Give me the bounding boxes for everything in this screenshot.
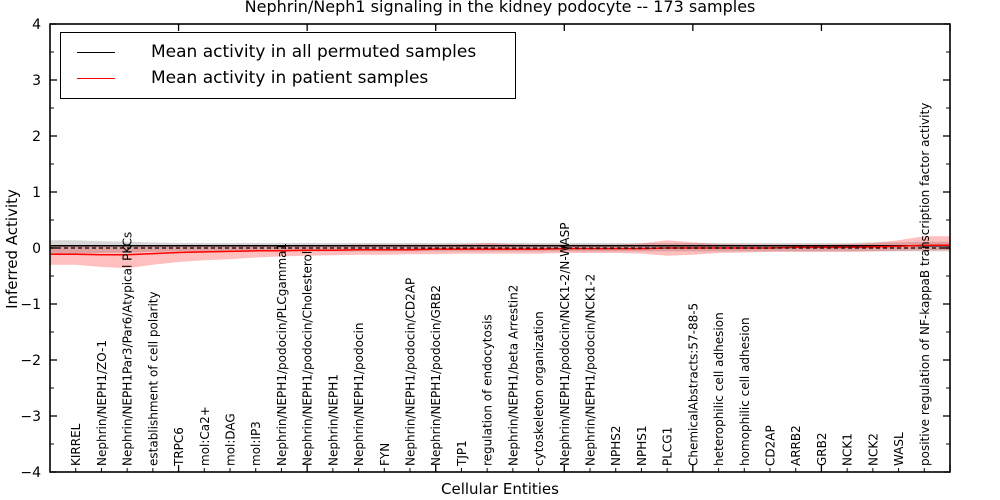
x-category-label: Nephrin/NEPH1/podocin/NCK1-2 xyxy=(584,274,598,466)
y-tick-label: −2 xyxy=(20,353,41,369)
x-category-label: regulation of endocytosis xyxy=(481,314,495,466)
x-category-label: NCK2 xyxy=(866,433,880,466)
x-category-label: Nephrin/NEPH1/podocin/GRB2 xyxy=(429,285,443,466)
x-category-label: Nephrin/NEPH1/beta Arrestin2 xyxy=(506,285,520,466)
x-category-label: ARRB2 xyxy=(789,425,803,466)
x-axis-title: Cellular Entities xyxy=(441,480,559,498)
x-category-label: establishment of cell polarity xyxy=(146,291,160,466)
chart-title: Nephrin/Neph1 signaling in the kidney po… xyxy=(244,0,756,16)
x-category-label: NPHS2 xyxy=(609,426,623,467)
x-category-label: Nephrin/NEPH1/podocin/NCK1-2/N-WASP xyxy=(558,223,572,466)
legend: Mean activity in all permuted samples Me… xyxy=(60,32,516,99)
x-category-label: Nephrin/NEPH1/podocin/Cholesterol xyxy=(301,251,315,466)
x-category-label: KIRREL xyxy=(69,423,83,466)
permuted-line-sample-icon xyxy=(77,51,115,53)
band-patient xyxy=(50,236,950,269)
y-tick-label: 2 xyxy=(32,129,41,145)
legend-label-permuted: Mean activity in all permuted samples xyxy=(151,42,477,62)
y-tick-label: −1 xyxy=(20,297,41,313)
legend-item-permuted: Mean activity in all permuted samples xyxy=(61,39,515,65)
x-category-label: Nephrin/NEPH1Par3/Par6/Atypical PKCs xyxy=(121,232,135,466)
x-category-label: Nephrin/NEPH1/podocin xyxy=(352,323,366,466)
y-tick-label: 4 xyxy=(32,17,41,33)
x-category-label: TJP1 xyxy=(455,440,469,467)
x-category-label: heterophilic cell adhesion xyxy=(712,312,726,466)
x-category-label: ChemicalAbstracts:57-88-5 xyxy=(686,303,700,466)
x-category-label: FYN xyxy=(378,443,392,466)
x-category-label: WASL xyxy=(892,432,906,466)
x-category-label: Nephrin/NEPH1/podocin/CD2AP xyxy=(404,278,418,466)
legend-label-patient: Mean activity in patient samples xyxy=(151,68,429,88)
legend-item-patient: Mean activity in patient samples xyxy=(61,65,515,91)
y-tick-label: −3 xyxy=(20,409,41,425)
y-tick-label: 1 xyxy=(32,185,41,201)
x-category-label: CD2AP xyxy=(764,425,778,466)
x-category-label: mol:DAG xyxy=(224,413,238,466)
y-tick-label: −4 xyxy=(20,465,41,481)
x-category-label: Nephrin/NEPH1/podocin/PLCgamma1 xyxy=(275,243,289,466)
x-category-label: homophilic cell adhesion xyxy=(738,317,752,466)
x-category-label: Nephrin/NEPH1/ZO-1 xyxy=(95,340,109,466)
x-category-label: cytoskeleton organization xyxy=(532,311,546,466)
x-category-label: positive regulation of NF-kappaB transcr… xyxy=(918,103,932,466)
x-category-label: GRB2 xyxy=(815,432,829,466)
y-axis-title: Inferred Activity xyxy=(3,189,21,309)
x-category-label: PLCG1 xyxy=(661,427,675,466)
x-category-label: mol:Ca2+ xyxy=(198,406,212,466)
patient-line-sample-icon xyxy=(77,77,115,79)
x-category-label: NPHS1 xyxy=(635,426,649,467)
x-category-label: NCK1 xyxy=(841,433,855,466)
y-tick-label: 3 xyxy=(32,73,41,89)
x-category-label: TRPC6 xyxy=(172,427,186,467)
x-category-label: Nephrin/NEPH1 xyxy=(326,374,340,466)
x-category-label: mol:IP3 xyxy=(249,421,263,466)
y-tick-label: 0 xyxy=(32,241,41,257)
